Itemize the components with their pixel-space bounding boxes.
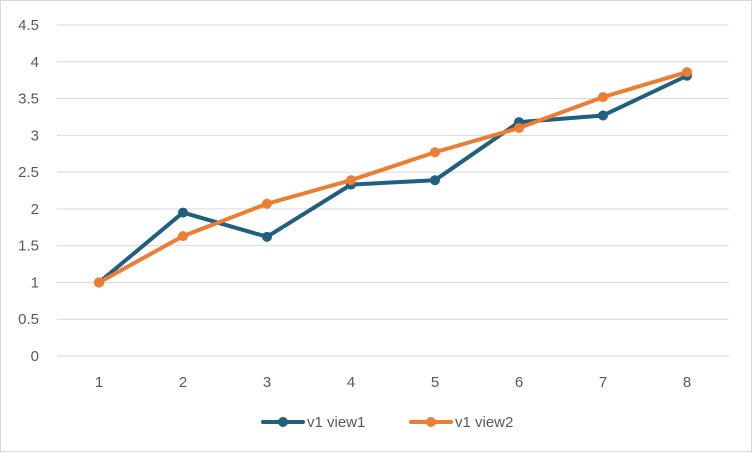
legend-label-1: v1 view1 — [307, 414, 365, 431]
x-tick-label-2: 3 — [263, 374, 271, 391]
series-line-1 — [97, 73, 689, 285]
y-tick-label-8: 4 — [31, 54, 39, 71]
y-tick-label-3: 1.5 — [18, 238, 39, 255]
y-tick-label-4: 2 — [31, 201, 39, 218]
legend-marker-2 — [426, 417, 436, 427]
x-tick-label-5: 6 — [515, 374, 523, 391]
data-point-s2-3 — [262, 198, 272, 209]
y-tick-label-5: 2.5 — [18, 164, 39, 181]
data-point-s1-5 — [430, 175, 440, 186]
x-tick-label-6: 7 — [599, 374, 607, 391]
data-point-s1-3 — [262, 231, 272, 242]
data-point-s2-4 — [346, 175, 356, 186]
y-tick-label-1: 0.5 — [18, 311, 39, 328]
legend-marker-1 — [278, 417, 288, 427]
series-line-2 — [97, 70, 689, 285]
y-tick-label-0: 0 — [31, 348, 39, 365]
y-tick-label-9: 4.5 — [18, 17, 39, 34]
x-tick-label-3: 4 — [347, 374, 355, 391]
data-point-s1-2 — [178, 207, 188, 218]
data-point-s1-7 — [598, 110, 608, 121]
data-point-s2-1 — [94, 277, 104, 288]
data-point-s2-2 — [178, 231, 188, 242]
x-tick-label-4: 5 — [431, 374, 439, 391]
data-point-s2-5 — [430, 147, 440, 158]
data-point-s2-6 — [514, 122, 524, 133]
x-tick-label-0: 1 — [95, 374, 103, 391]
x-tick-label-1: 2 — [179, 374, 187, 391]
data-point-s2-8 — [682, 67, 692, 78]
y-tick-label-2: 1 — [31, 274, 39, 291]
y-tick-label-6: 3 — [31, 127, 39, 144]
y-tick-label-7: 3.5 — [18, 91, 39, 108]
data-point-s2-7 — [598, 92, 608, 103]
x-tick-label-7: 8 — [683, 374, 691, 391]
legend-label-2: v1 view2 — [455, 414, 513, 431]
